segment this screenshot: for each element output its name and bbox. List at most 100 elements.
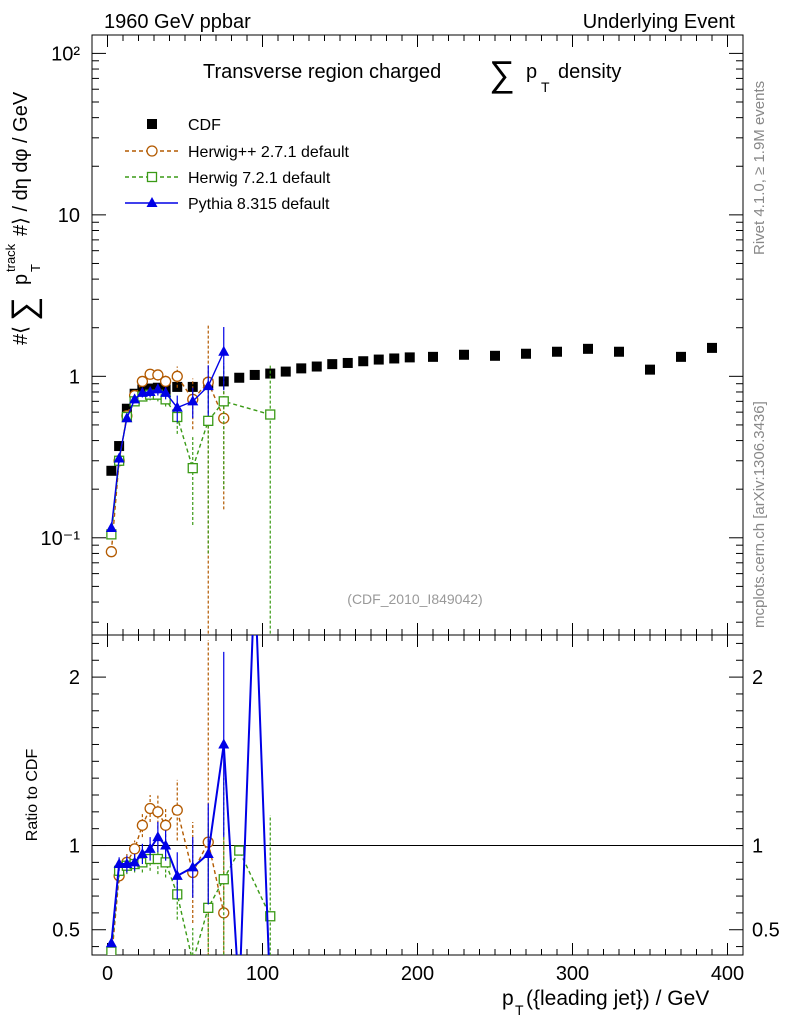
data-point-open-circle: [146, 145, 158, 157]
legend-item-pythia-8-315-default: Pythia 8.315 default: [125, 196, 330, 213]
series-cdf: [106, 342, 717, 476]
axes: 0 100 200 300 400 10⁻¹ 1 10 10² 0.5 0.5 1 1 2 2: [41, 35, 780, 985]
data-point-open-circle: [159, 819, 172, 831]
data-point-triangle: [187, 861, 199, 872]
ratio-herwig-2-7-1-default: [108, 640, 230, 955]
data-point-open-square: [106, 946, 117, 955]
legend-label: Herwig 7.2.1 default: [188, 170, 331, 187]
data-point-square: [389, 353, 400, 364]
legend-item-herwig-2-7-1-default: Herwig++ 2.7.1 default: [125, 144, 350, 161]
data-point-triangle: [136, 847, 148, 858]
y-tick-label: 10: [58, 205, 80, 227]
data-point-open-circle: [105, 546, 118, 558]
data-point-square: [707, 342, 717, 353]
x-tick-label: 300: [556, 963, 589, 985]
data-point-triangle: [152, 383, 164, 394]
data-point-open-circle: [136, 375, 149, 388]
series-pythia-8-315-default: [105, 327, 230, 532]
series-herwig-7-2-1-default: [106, 363, 276, 635]
data-point-triangle: [105, 937, 117, 948]
ratio-plot-frame: [91, 634, 744, 956]
data-point-open-circle: [171, 804, 183, 816]
y-axis-label: #⟨ ∑ p T track #⟩ / dη dφ / GeV: [3, 91, 43, 345]
data-point-open-square: [218, 874, 229, 885]
data-point-square: [249, 369, 260, 380]
legend-label: Herwig++ 2.7.1 default: [188, 144, 350, 161]
data-point-triangle: [144, 385, 156, 396]
xlabel-rest: ({leading jet}) / GeV: [526, 987, 709, 1010]
data-point-square: [583, 343, 593, 354]
data-point-open-circle: [152, 806, 164, 818]
x-tick-label: 200: [401, 963, 434, 985]
data-point-triangle: [202, 847, 214, 858]
ylabel-sub-t: T: [28, 264, 43, 272]
ratio-tick-label-right: 0.5: [752, 920, 780, 942]
data-point-triangle: [113, 858, 125, 869]
data-point-square: [234, 372, 245, 383]
plot-title: Transverse region charged ∑ p T density: [203, 53, 621, 95]
x-tick-label: 100: [246, 963, 279, 985]
data-point-square: [327, 359, 338, 370]
title-text-p: p: [526, 61, 537, 83]
header-right: Underlying Event: [583, 11, 736, 33]
data-point-open-square: [188, 957, 197, 966]
header-left: 1960 GeV ppbar: [104, 11, 251, 33]
data-point-square: [147, 119, 157, 129]
data-point-square: [280, 366, 291, 377]
data-point-open-square: [203, 902, 214, 913]
data-point-open-square: [203, 415, 214, 426]
data-point-square: [373, 354, 384, 365]
data-point-triangle: [218, 345, 230, 356]
ylabel-hash-open: #⟨: [10, 326, 32, 345]
data-point-open-square: [234, 845, 245, 856]
x-axis-label: p T ({leading jet}) / GeV: [502, 987, 709, 1018]
data-point-square: [296, 363, 307, 374]
data-point-open-circle: [128, 843, 141, 855]
data-point-triangle: [160, 839, 172, 850]
mcplots-credit: mcplots.cern.ch [arXiv:1306.3436]: [751, 401, 768, 628]
data-point-open-circle: [136, 819, 149, 831]
data-point-open-circle: [159, 375, 172, 388]
data-point-square: [676, 351, 686, 362]
data-point-triangle: [144, 842, 156, 853]
legend-label: Pythia 8.315 default: [188, 196, 330, 213]
data-point-square: [404, 352, 415, 363]
y-tick-label: 10⁻¹: [41, 528, 81, 550]
data-point-square: [459, 349, 469, 360]
series-herwig-2-7-1-default: [105, 323, 230, 635]
data-point-square: [106, 465, 117, 476]
ratio-tick-label-left: 0.5: [52, 920, 80, 942]
data-point-open-circle: [152, 369, 164, 381]
ratio-pythia-8-315-default: [105, 635, 270, 955]
data-point-square: [428, 351, 438, 362]
xlabel-p: p: [502, 987, 514, 1010]
y-tick-label: 1: [69, 366, 80, 388]
data-point-open-square: [218, 396, 229, 407]
title-text-a: Transverse region charged: [203, 61, 441, 83]
data-point-triangle: [136, 386, 148, 397]
x-tick-label: 400: [711, 963, 744, 985]
data-point-triangle: [218, 738, 230, 749]
ylabel-p: p: [10, 274, 32, 285]
data-point-triangle: [105, 521, 117, 532]
data-point-square: [521, 348, 531, 359]
ratio-tick-label-left: 2: [69, 667, 80, 689]
title-text-sub: T: [541, 79, 550, 95]
data-point-open-square: [265, 911, 276, 922]
y-tick-label: 10²: [51, 43, 80, 65]
data-point-open-square: [187, 462, 198, 474]
data-point-triangle: [171, 401, 183, 412]
data-point-square: [121, 403, 132, 414]
ratio-tick-label-right: 2: [752, 667, 763, 689]
data-point-triangle: [121, 412, 133, 423]
data-point-triangle: [160, 386, 172, 397]
ratio-line: [111, 807, 225, 955]
data-point-triangle: [129, 856, 141, 867]
legend-item-herwig-7-2-1-default: Herwig 7.2.1 default: [125, 170, 331, 187]
data-point-open-square: [146, 171, 158, 183]
data-point-triangle: [187, 395, 199, 406]
analysis-watermark: (CDF_2010_I849042): [347, 591, 482, 607]
data-point-square: [342, 357, 353, 368]
title-text-b: density: [558, 61, 621, 83]
